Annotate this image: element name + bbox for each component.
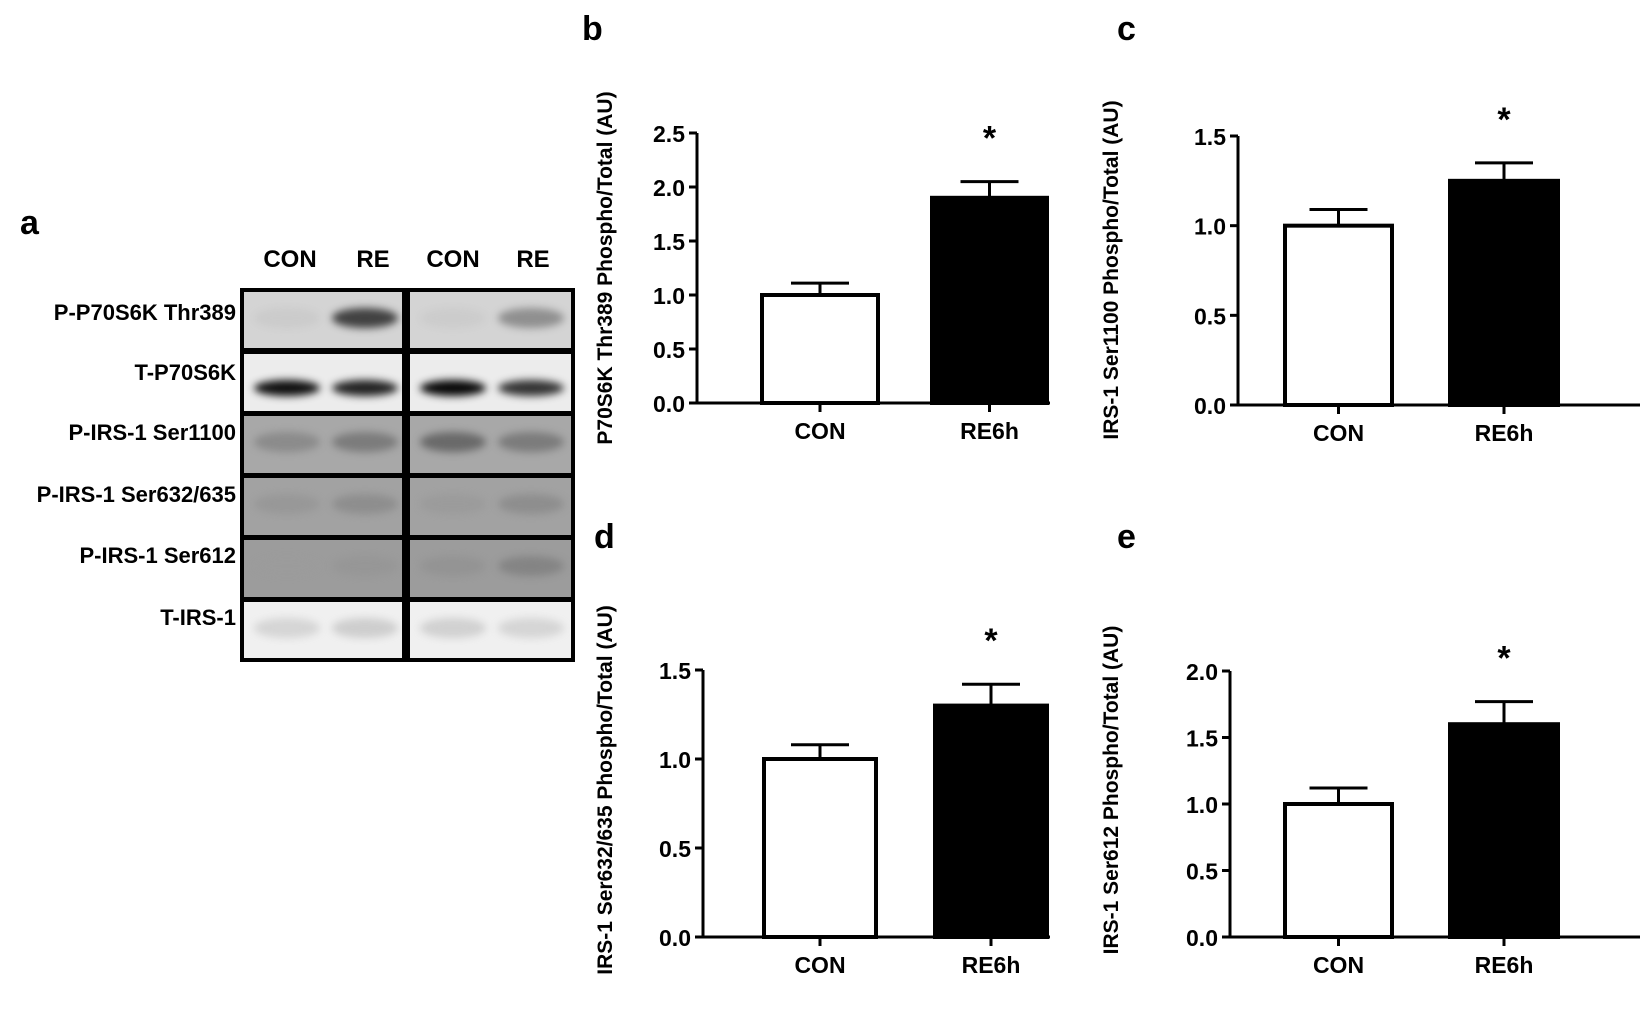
protein-band	[254, 432, 320, 452]
y-tick-label: 0.0	[1194, 393, 1226, 419]
blot-strip	[410, 354, 571, 411]
blot-row-label: T-P70S6K	[134, 360, 237, 385]
bar-re6h	[1448, 178, 1560, 407]
y-tick-label: 0.5	[659, 836, 691, 862]
panel-letter-e: e	[1117, 518, 1136, 556]
protein-band	[332, 618, 398, 638]
significance-marker: *	[1497, 640, 1511, 678]
blot-column-label: RE	[516, 246, 550, 273]
x-tick-label: RE6h	[960, 418, 1019, 444]
protein-band	[498, 308, 564, 328]
blot-column-label: RE	[356, 246, 390, 273]
bar-con	[1283, 223, 1394, 407]
blot-strip	[244, 540, 402, 597]
protein-band	[498, 618, 564, 638]
x-tick-label: RE6h	[1475, 952, 1534, 978]
bar-con	[760, 293, 880, 405]
protein-band	[420, 380, 486, 396]
protein-band	[420, 618, 486, 638]
y-tick-label: 2.0	[653, 175, 685, 201]
y-tick-label: 0.5	[1186, 859, 1218, 885]
bar-con	[1283, 802, 1394, 939]
y-tick-label: 1.5	[659, 658, 691, 684]
protein-band	[420, 556, 486, 576]
blot-strip	[410, 416, 571, 473]
y-tick-label: 0.0	[653, 391, 685, 417]
bar-re6h	[930, 195, 1049, 405]
significance-marker: *	[983, 120, 997, 158]
y-axis-label: IRS-1 Ser632/635 Phospho/Total (AU)	[594, 605, 617, 975]
y-tick-label: 2.0	[1186, 659, 1218, 685]
blot-strip	[244, 354, 402, 411]
y-axis-label: IRS-1 Ser1100 Phospho/Total (AU)	[1100, 100, 1123, 439]
protein-band	[332, 380, 398, 396]
protein-band	[420, 432, 486, 452]
protein-band	[498, 556, 564, 576]
bar-con	[762, 757, 878, 939]
y-tick-label: 1.5	[653, 229, 685, 255]
blot-strip	[244, 602, 402, 658]
blot-strip	[410, 602, 571, 658]
protein-band	[420, 308, 486, 328]
protein-band	[498, 380, 564, 396]
y-tick-label: 1.5	[1186, 726, 1218, 752]
bar-re6h	[1448, 722, 1560, 940]
bar-re6h	[933, 703, 1049, 939]
y-tick-label: 1.0	[659, 747, 691, 773]
blot-row-label: P-P70S6K Thr389	[53, 300, 236, 325]
western-blot	[240, 288, 575, 662]
blot-strip	[410, 478, 571, 535]
y-tick-label: 0.5	[1194, 303, 1226, 329]
protein-band	[332, 556, 398, 576]
y-tick-label: 1.5	[1194, 124, 1226, 150]
y-tick-label: 2.5	[653, 121, 685, 147]
protein-band	[254, 494, 320, 514]
y-tick-label: 1.0	[1186, 792, 1218, 818]
significance-marker: *	[1497, 101, 1511, 139]
blot-column-label: CON	[426, 246, 480, 273]
y-tick-label: 0.0	[1186, 925, 1218, 951]
x-tick-label: RE6h	[1475, 420, 1534, 446]
x-tick-label: CON	[794, 952, 845, 978]
x-tick-label: CON	[1313, 952, 1364, 978]
protein-band	[332, 308, 398, 328]
protein-band	[332, 432, 398, 452]
protein-band	[254, 380, 320, 396]
protein-band	[498, 432, 564, 452]
y-tick-label: 0.0	[659, 925, 691, 951]
blot-column-label: CON	[263, 246, 317, 273]
y-axis-label: P70S6K Thr389 Phospho/Total (AU)	[594, 91, 617, 444]
blot-strip	[244, 478, 402, 535]
panel-letter-a: a	[20, 204, 39, 242]
protein-band	[254, 618, 320, 638]
blot-row-label: P-IRS-1 Ser1100	[68, 420, 236, 445]
protein-band	[420, 494, 486, 514]
blot-row-label: T-IRS-1	[160, 605, 236, 630]
panel-letter-c: c	[1117, 10, 1136, 48]
x-tick-label: CON	[794, 418, 845, 444]
protein-band	[498, 494, 564, 514]
protein-band	[254, 556, 320, 576]
blot-strip	[410, 540, 571, 597]
x-tick-label: RE6h	[962, 952, 1021, 978]
y-tick-label: 0.5	[653, 337, 685, 363]
y-tick-label: 1.0	[653, 283, 685, 309]
blot-row-label: P-IRS-1 Ser612	[79, 543, 236, 568]
blot-strip	[244, 292, 402, 348]
blot-strip	[410, 292, 571, 348]
blot-strip	[244, 416, 402, 473]
panel-letter-d: d	[594, 518, 615, 556]
y-tick-label: 1.0	[1194, 214, 1226, 240]
y-axis-label: IRS-1 Ser612 Phospho/Total (AU)	[1100, 626, 1123, 955]
blot-row-label: P-IRS-1 Ser632/635	[36, 482, 236, 507]
protein-band	[254, 308, 320, 328]
significance-marker: *	[984, 622, 998, 660]
x-tick-label: CON	[1313, 420, 1364, 446]
protein-band	[332, 494, 398, 514]
panel-letter-b: b	[582, 10, 603, 48]
